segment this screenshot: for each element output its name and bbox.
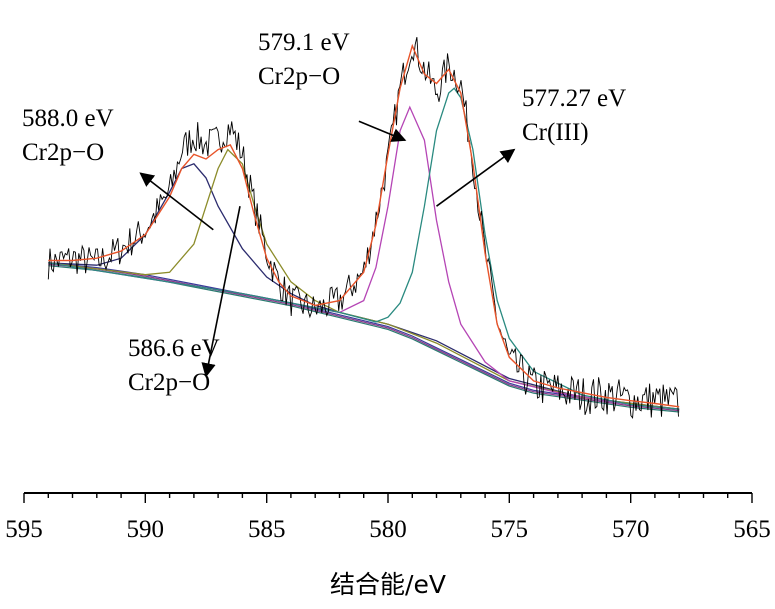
peak-fit-577-27 [48, 87, 680, 410]
baseline-line-1 [48, 262, 680, 410]
x-tick-label: 575 [491, 516, 529, 543]
x-tick-label: 570 [612, 516, 650, 543]
annotation-arrow-3 [139, 172, 214, 231]
x-tick-label: 595 [5, 516, 43, 543]
annotation-arrow-4 [201, 206, 241, 378]
annotation-arrow-2 [436, 148, 516, 207]
annotation-label-4-line-1: 586.6 eV [128, 335, 220, 362]
annotation-arrow-1 [358, 120, 407, 142]
annotation-label-1-line-2: Cr2p−O [258, 63, 340, 90]
peak-fit-579-1 [48, 105, 680, 410]
x-tick-label: 565 [733, 516, 771, 543]
annotations: 579.1 eV Cr2p−O 577.27 eV Cr(III) 588.0 eV Cr… [22, 29, 626, 396]
annotation-label-3-line-2: Cr2p−O [22, 139, 104, 166]
x-tick-label: 580 [369, 516, 407, 543]
fit-envelope-line [48, 43, 680, 408]
x-tick-label: 585 [248, 516, 286, 543]
annotation-label-1-line-1: 579.1 eV [258, 29, 350, 56]
annotation-label-3-line-1: 588.0 eV [22, 105, 114, 132]
annotation-label-2-line-2: Cr(III) [522, 119, 589, 146]
baseline-line-2 [48, 263, 680, 412]
x-ticks: 595 590 585 580 575 570 565 [5, 493, 771, 543]
annotation-label-2-line-1: 577.27 eV [522, 85, 626, 112]
x-axis-title: 结合能/eV [330, 570, 446, 599]
raw-spectrum-line [47, 36, 679, 420]
x-axis: 595 590 585 580 575 570 565 结合能/eV [5, 492, 771, 599]
x-tick-label: 590 [127, 516, 165, 543]
annotation-label-4-line-2: Cr2p−O [128, 369, 210, 396]
peak-fit-586-6 [48, 148, 680, 410]
plot-area [47, 36, 680, 420]
